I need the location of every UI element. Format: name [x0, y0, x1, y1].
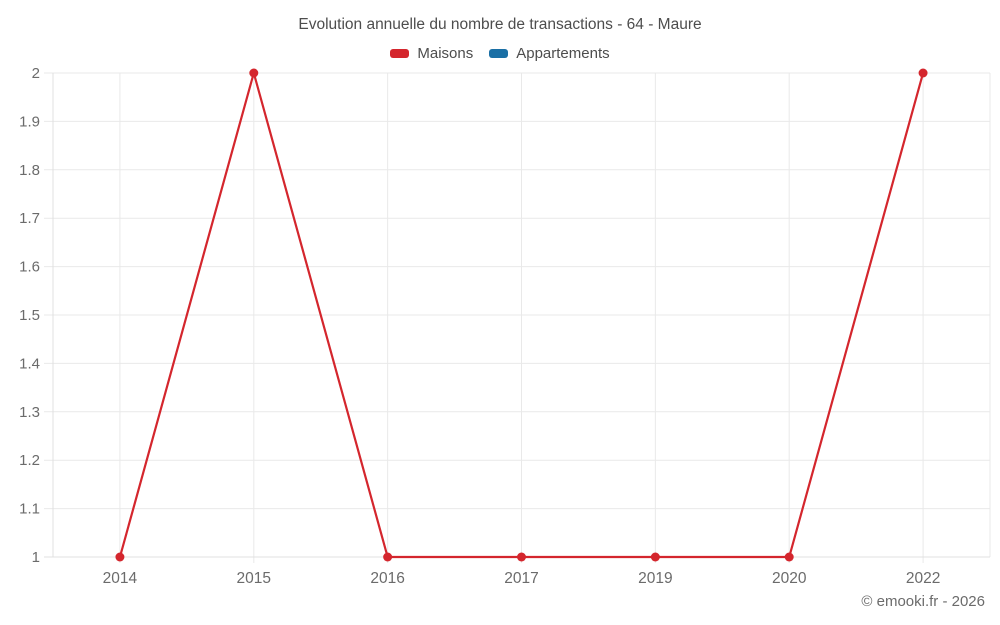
data-point-maisons-2015[interactable]	[249, 68, 259, 78]
y-tick-label: 1.4	[19, 355, 40, 372]
y-tick-label: 1.3	[19, 404, 40, 421]
legend-label: Appartements	[516, 45, 610, 62]
legend-label: Maisons	[417, 45, 474, 62]
legend-item-appartements[interactable]: Appartements	[489, 45, 610, 62]
footer-credit: © emooki.fr - 2026	[861, 593, 985, 610]
legend-swatch-maisons	[390, 49, 410, 58]
y-tick-label: 1.8	[19, 162, 40, 179]
data-point-maisons-2014[interactable]	[115, 552, 125, 562]
chart-title: Evolution annuelle du nombre de transact…	[298, 16, 702, 33]
legend-swatch-appartements	[489, 49, 509, 58]
legend-item-maisons[interactable]: Maisons	[390, 45, 473, 62]
data-point-maisons-2019[interactable]	[650, 552, 660, 562]
data-point-maisons-2016[interactable]	[383, 552, 393, 562]
y-tick-label: 1	[32, 549, 40, 566]
x-tick-label: 2019	[638, 570, 672, 587]
y-tick-label: 2	[32, 65, 40, 82]
x-tick-label: 2016	[370, 570, 404, 587]
y-tick-label: 1.7	[19, 210, 40, 227]
y-tick-label: 1.9	[19, 113, 40, 130]
y-tick-label: 1.5	[19, 307, 40, 324]
x-tick-label: 2020	[772, 570, 807, 587]
data-point-maisons-2020[interactable]	[784, 552, 794, 562]
y-tick-label: 1.1	[19, 501, 40, 518]
x-tick-label: 2022	[906, 570, 940, 587]
x-tick-label: 2017	[504, 570, 538, 587]
y-tick-label: 1.6	[19, 259, 40, 276]
data-point-maisons-2022[interactable]	[918, 68, 928, 78]
chart-legend: Maisons Appartements	[0, 45, 1000, 62]
y-tick-label: 1.2	[19, 452, 40, 469]
x-tick-label: 2014	[103, 570, 138, 587]
x-tick-label: 2015	[237, 570, 271, 587]
data-point-maisons-2017[interactable]	[517, 552, 526, 562]
